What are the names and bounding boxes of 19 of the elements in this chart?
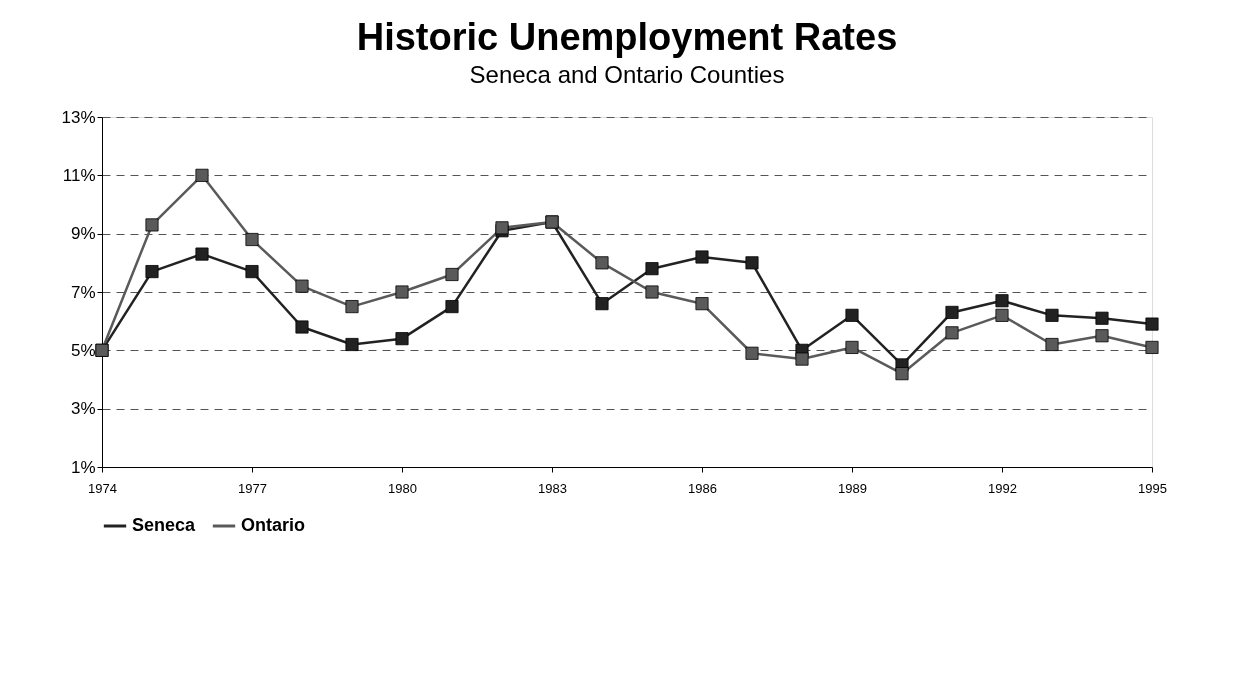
legend-label: Ontario <box>241 515 306 535</box>
y-tick-label: 5% <box>70 340 96 360</box>
x-tick-label: 1995 <box>1138 480 1167 496</box>
x-tick-label: 1992 <box>988 480 1017 496</box>
y-tick-label: 7% <box>70 282 96 302</box>
x-tick-label: 1989 <box>838 480 867 496</box>
x-tick-label: 1974 <box>88 480 117 496</box>
x-tick-label: 1983 <box>538 480 567 496</box>
x-tick-label: 1977 <box>238 480 267 496</box>
y-tick-label: 11% <box>62 165 96 185</box>
chart-subtitle: Seneca and Ontario Counties <box>469 61 785 88</box>
y-tick-label: 1% <box>70 457 96 477</box>
legend-label: Seneca <box>132 515 197 535</box>
x-tick-label: 1986 <box>688 480 717 496</box>
y-tick-label: 3% <box>70 399 96 419</box>
x-tick-label: 1980 <box>388 480 417 496</box>
chart-title: Historic Unemployment Rates <box>356 16 898 58</box>
y-tick-label: 9% <box>70 224 96 244</box>
y-tick-label: 13% <box>61 107 96 127</box>
